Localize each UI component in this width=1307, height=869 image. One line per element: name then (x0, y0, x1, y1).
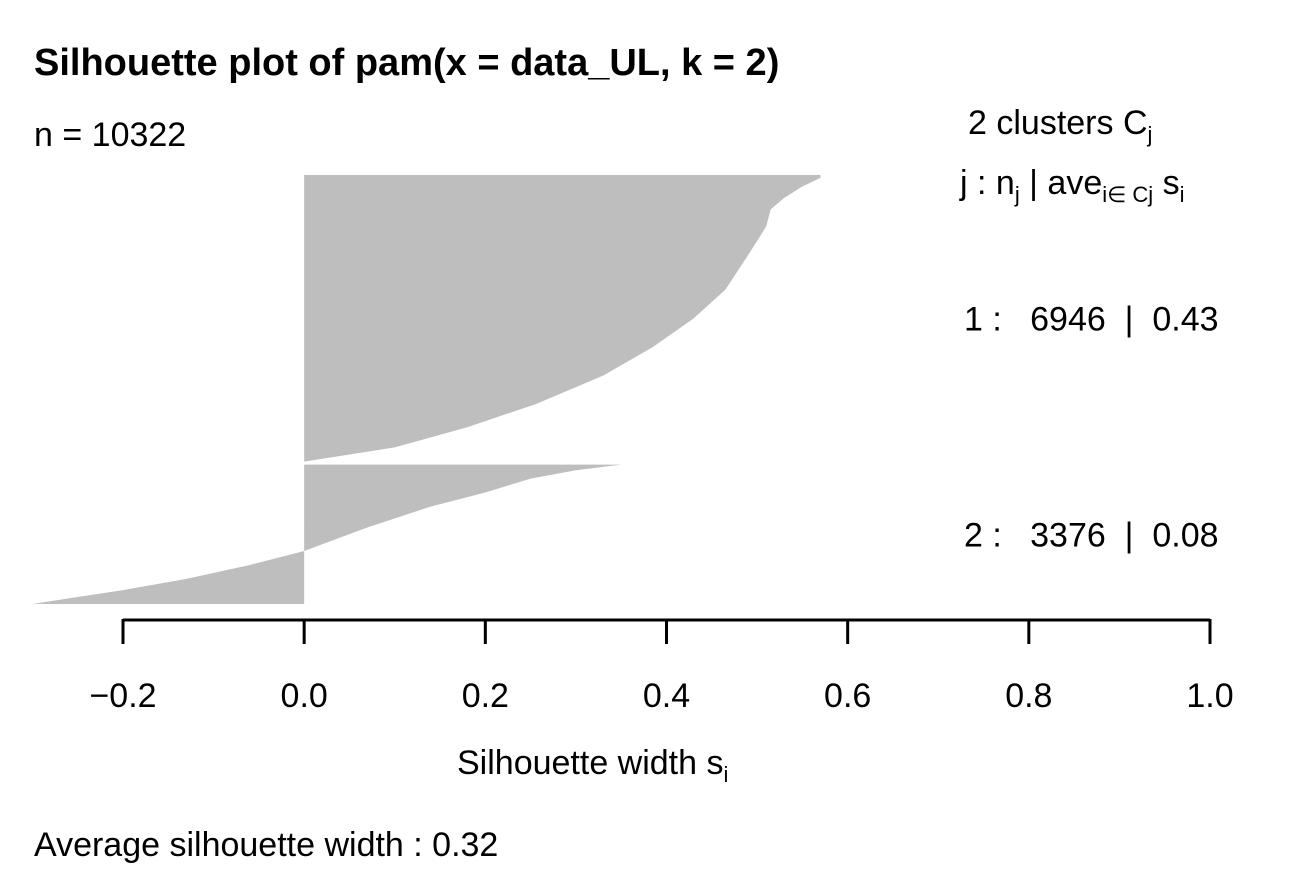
x-tick-label: 0.4 (643, 677, 690, 715)
x-tick-label: 0.6 (824, 677, 871, 715)
x-tick-label: 0.0 (281, 677, 328, 715)
legend-header-line1: 2 clusters Cj (968, 104, 1152, 147)
n-label: n = 10322 (34, 116, 186, 154)
cluster-2-silhouette-bar (32, 464, 622, 604)
legend-header: 2 clusters Cj j : nj | avei∈ Cj si (959, 104, 1185, 207)
average-silhouette-width: Average silhouette width : 0.32 (34, 826, 498, 864)
cluster-2-label: 2 : 3376 | 0.08 (964, 516, 1219, 554)
chart-title: Silhouette plot of pam(x = data_UL, k = … (34, 42, 779, 84)
x-tick-label: 1.0 (1186, 677, 1233, 715)
cluster-1-silhouette-bar (304, 175, 821, 462)
x-tick-label: −0.2 (89, 677, 156, 715)
x-axis-title: Silhouette width si (457, 744, 728, 787)
x-tick-label: 0.8 (1005, 677, 1052, 715)
x-tick-label: 0.2 (462, 677, 509, 715)
legend-header-line2: j : nj | avei∈ Cj si (959, 164, 1185, 207)
cluster-labels: 1 : 6946 | 0.43 2 : 3376 | 0.08 (964, 300, 1219, 554)
silhouette-bars (32, 175, 821, 604)
cluster-1-label: 1 : 6946 | 0.43 (964, 300, 1219, 338)
x-axis: −0.2 0.0 0.2 0.4 0.6 0.8 1.0 (89, 618, 1234, 715)
